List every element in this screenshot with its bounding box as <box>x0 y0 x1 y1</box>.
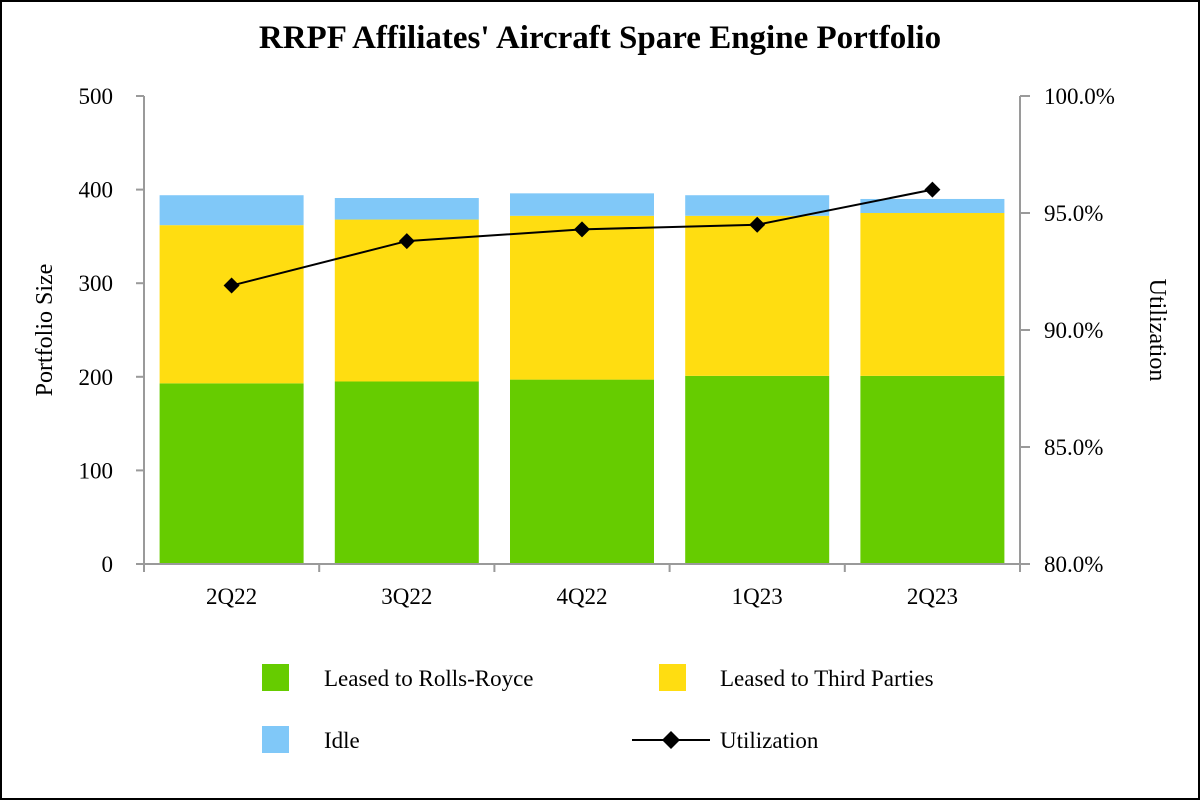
left-tick-label: 0 <box>102 552 114 577</box>
right-axis-title: Utilization <box>1144 279 1170 382</box>
x-tick-label: 4Q22 <box>556 584 607 609</box>
legend-swatch-idle <box>262 726 289 753</box>
x-tick-label: 1Q23 <box>732 584 783 609</box>
legend-label-idle: Idle <box>324 728 360 753</box>
x-tick-label: 3Q22 <box>381 584 432 609</box>
bar-idle-2q22 <box>159 195 304 226</box>
bar-idle-3q22 <box>334 198 479 220</box>
legend-swatch-leased-to-rolls-royce <box>262 664 289 691</box>
left-axis-title: Portfolio Size <box>32 264 58 397</box>
legend-label-utilization: Utilization <box>720 728 819 753</box>
legend-swatch-leased-to-third-parties <box>659 664 686 691</box>
left-tick-label: 500 <box>79 84 114 109</box>
utilization-point-1q23 <box>749 216 766 233</box>
x-tick-label: 2Q23 <box>907 584 958 609</box>
right-tick-label: 80.0% <box>1044 552 1103 577</box>
bar-leased-to-rolls-royce-3q22 <box>334 381 479 564</box>
legend-label-leased-to-third-parties: Leased to Third Parties <box>720 666 934 691</box>
chart-title: RRPF Affiliates' Aircraft Spare Engine P… <box>259 20 941 56</box>
bar-idle-2q23 <box>860 198 1005 213</box>
x-tick-label: 2Q22 <box>206 584 257 609</box>
utilization-point-4q22 <box>574 221 590 238</box>
bar-leased-to-rolls-royce-1q23 <box>685 375 830 564</box>
utilization-point-2q22 <box>223 277 240 294</box>
bar-idle-4q22 <box>510 193 654 216</box>
bar-leased-to-third-parties-4q22 <box>510 215 654 380</box>
right-tick-label: 90.0% <box>1044 318 1103 343</box>
bar-idle-1q23 <box>685 195 830 216</box>
left-tick-label: 100 <box>79 458 114 483</box>
right-tick-label: 95.0% <box>1044 201 1103 226</box>
left-tick-label: 200 <box>79 365 114 390</box>
bar-leased-to-third-parties-2q23 <box>860 213 1005 376</box>
legend-label-leased-to-rolls-royce: Leased to Rolls-Royce <box>324 666 534 691</box>
bar-leased-to-rolls-royce-4q22 <box>510 379 654 564</box>
legend-swatch-utilization-marker <box>662 731 680 749</box>
bar-leased-to-rolls-royce-2q22 <box>159 383 304 564</box>
left-tick-label: 400 <box>79 178 114 203</box>
bar-leased-to-rolls-royce-2q23 <box>860 375 1005 564</box>
right-tick-label: 100.0% <box>1044 84 1115 109</box>
bar-leased-to-third-parties-2q22 <box>159 225 304 384</box>
right-tick-label: 85.0% <box>1044 435 1103 460</box>
left-tick-label: 300 <box>79 271 114 296</box>
bar-leased-to-third-parties-1q23 <box>685 215 830 376</box>
utilization-point-3q22 <box>398 233 415 250</box>
utilization-point-2q23 <box>924 181 941 198</box>
